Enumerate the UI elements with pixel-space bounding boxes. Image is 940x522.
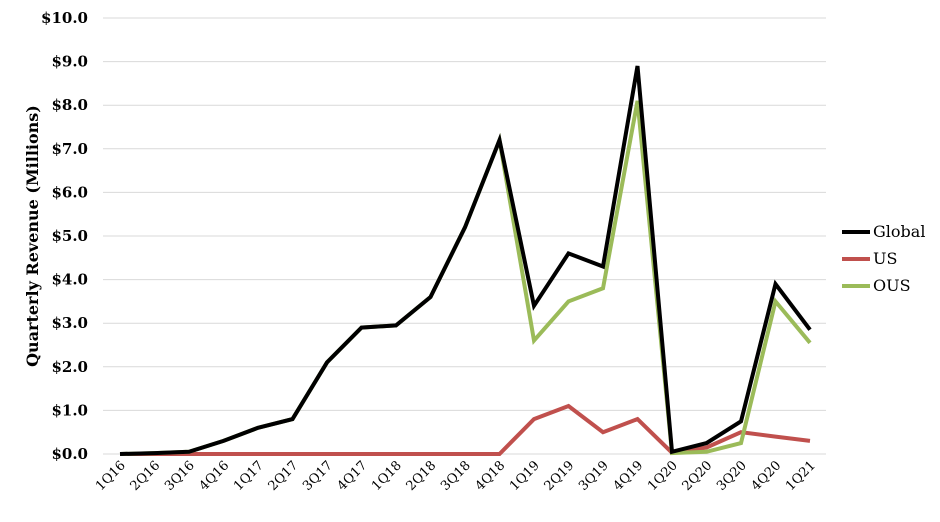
y-tick-label: $7.0 [51, 140, 88, 158]
series-line-ous [119, 100, 812, 456]
x-tick-label: 2Q20 [680, 458, 716, 494]
y-tick-label: $9.0 [51, 53, 88, 71]
x-tick-label: 4Q16 [197, 458, 233, 494]
x-tick-label: 4Q18 [473, 458, 509, 494]
y-tick-label: $5.0 [51, 227, 88, 245]
y-tick-label: $10.0 [41, 9, 88, 27]
x-tick-label: 1Q18 [369, 458, 405, 494]
y-tick-label: $4.0 [51, 271, 88, 289]
x-tick-label: 3Q19 [576, 458, 612, 494]
x-tick-label: 3Q18 [438, 458, 474, 494]
y-axis-title: Quarterly Revenue (Millions) [23, 105, 42, 367]
legend: Global US OUS [842, 222, 925, 295]
y-tick-label: $2.0 [51, 358, 88, 376]
x-tick-label: 1Q19 [507, 458, 543, 494]
x-tick-label: 3Q17 [300, 458, 336, 494]
legend-label-us: US [873, 249, 897, 268]
x-tick-label: 4Q20 [749, 458, 785, 494]
y-axis-ticks: $0.0 $1.0 $2.0 $3.0 $4.0 $5.0 $6.0 $7.0 $8.0 $9.0… [41, 9, 88, 463]
x-tick-label: 4Q17 [335, 458, 371, 494]
y-tick-label: $1.0 [51, 401, 88, 419]
legend-label-global: Global [873, 222, 925, 241]
x-tick-label: 1Q21 [783, 458, 819, 494]
x-tick-label: 2Q16 [128, 458, 164, 494]
x-tick-label: 4Q19 [611, 458, 647, 494]
y-tick-label: $8.0 [51, 96, 88, 114]
y-tick-label: $0.0 [51, 445, 88, 463]
y-tick-label: $3.0 [51, 314, 88, 332]
x-tick-label: 3Q16 [162, 458, 198, 494]
x-tick-label: 2Q19 [542, 458, 578, 494]
x-tick-label: 2Q18 [404, 458, 440, 494]
y-tick-label: $6.0 [51, 183, 88, 201]
x-tick-label: 3Q20 [714, 458, 750, 494]
series-lines [119, 65, 812, 456]
x-tick-label: 2Q17 [266, 458, 302, 494]
series-line-us [120, 403, 811, 456]
x-tick-label: 1Q17 [231, 458, 267, 494]
x-tick-label: 1Q16 [93, 458, 129, 494]
gridlines [103, 17, 826, 455]
x-axis-ticks: 1Q162Q163Q164Q161Q172Q173Q174Q171Q182Q18… [93, 458, 819, 494]
legend-label-ous: OUS [873, 276, 911, 295]
x-tick-label: 1Q20 [645, 458, 681, 494]
series-line-global [119, 65, 812, 456]
